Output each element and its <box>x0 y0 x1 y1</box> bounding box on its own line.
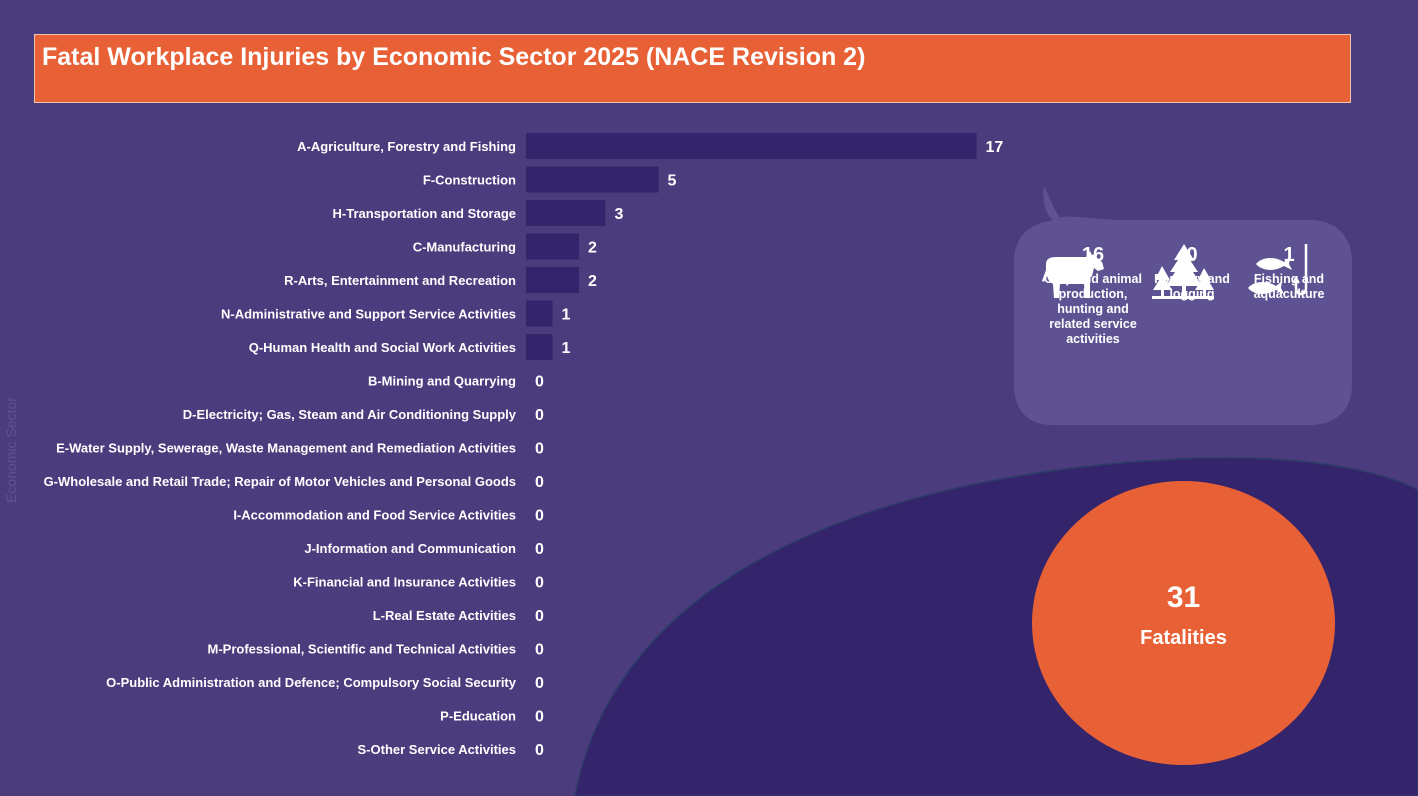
chart-title: Fatal Workplace Injuries by Economic Sec… <box>42 43 866 71</box>
category-label: F-Construction <box>423 173 516 188</box>
cow-icon <box>1042 251 1104 298</box>
category-label: Q-Human Health and Social Work Activitie… <box>249 340 516 355</box>
breakdown-value: 1 <box>1283 244 1295 266</box>
value-label: 0 <box>535 508 544 525</box>
value-label: 0 <box>535 541 544 558</box>
fish-hook-icon <box>1248 244 1308 296</box>
bar[interactable] <box>526 166 659 193</box>
value-label: 1 <box>562 307 571 324</box>
category-label: G-Wholesale and Retail Trade; Repair of … <box>44 474 516 489</box>
category-label: K-Financial and Insurance Activities <box>293 575 516 590</box>
value-label: 1 <box>562 340 571 357</box>
value-label: 3 <box>615 206 624 223</box>
value-label: 2 <box>588 273 597 290</box>
value-label: 5 <box>668 173 677 190</box>
value-label: 17 <box>986 139 1004 156</box>
category-label: N-Administrative and Support Service Act… <box>221 307 516 322</box>
bar[interactable] <box>526 267 579 293</box>
category-label: M-Professional, Scientific and Technical… <box>208 642 516 657</box>
category-label: L-Real Estate Activities <box>373 608 516 623</box>
breakdown-value: 0 <box>1186 244 1198 266</box>
breakdown-item-crop-animal: 16 Crop and animal production, hunting a… <box>1038 242 1148 347</box>
category-label: J-Information and Communication <box>304 541 516 556</box>
breakdown-item-fishing: 1 Fishing and aquaculture <box>1244 242 1334 302</box>
breakdown-item-forestry: 0 Forestry and logging <box>1148 242 1236 302</box>
category-label: E-Water Supply, Sewerage, Waste Manageme… <box>56 441 516 456</box>
value-label: 0 <box>535 709 544 726</box>
category-label: R-Arts, Entertainment and Recreation <box>284 273 516 288</box>
total-label: Fatalities <box>1140 627 1227 649</box>
category-label: P-Education <box>440 709 516 724</box>
value-label: 0 <box>535 407 544 424</box>
category-label: C-Manufacturing <box>413 240 516 255</box>
total-fatalities-circle: 31 Fatalities <box>1032 481 1335 765</box>
bar[interactable] <box>526 334 553 360</box>
value-label: 0 <box>535 608 544 625</box>
trees-icon <box>1152 244 1214 299</box>
category-label: B-Mining and Quarrying <box>368 374 516 389</box>
category-label: I-Accommodation and Food Service Activit… <box>233 508 516 523</box>
title-banner: Fatal Workplace Injuries by Economic Sec… <box>34 34 1351 103</box>
category-label: A-Agriculture, Forestry and Fishing <box>297 139 516 154</box>
value-label: 0 <box>535 575 544 592</box>
value-label: 0 <box>535 642 544 659</box>
category-label: H-Transportation and Storage <box>333 206 516 221</box>
bar[interactable] <box>526 233 579 260</box>
value-label: 0 <box>535 374 544 391</box>
value-label: 0 <box>535 742 544 759</box>
category-label: O-Public Administration and Defence; Com… <box>106 675 517 690</box>
category-label: D-Electricity; Gas, Steam and Air Condit… <box>183 407 517 422</box>
value-label: 0 <box>535 675 544 692</box>
bar[interactable] <box>526 133 977 159</box>
value-label: 0 <box>535 474 544 491</box>
category-label: S-Other Service Activities <box>358 742 516 757</box>
total-value: 31 <box>1166 581 1201 614</box>
agriculture-breakdown-callout: 16 Crop and animal production, hunting a… <box>1010 180 1360 430</box>
value-label: 2 <box>588 240 597 257</box>
value-label: 0 <box>535 441 544 458</box>
bar[interactable] <box>526 300 553 327</box>
bar[interactable] <box>526 200 606 226</box>
